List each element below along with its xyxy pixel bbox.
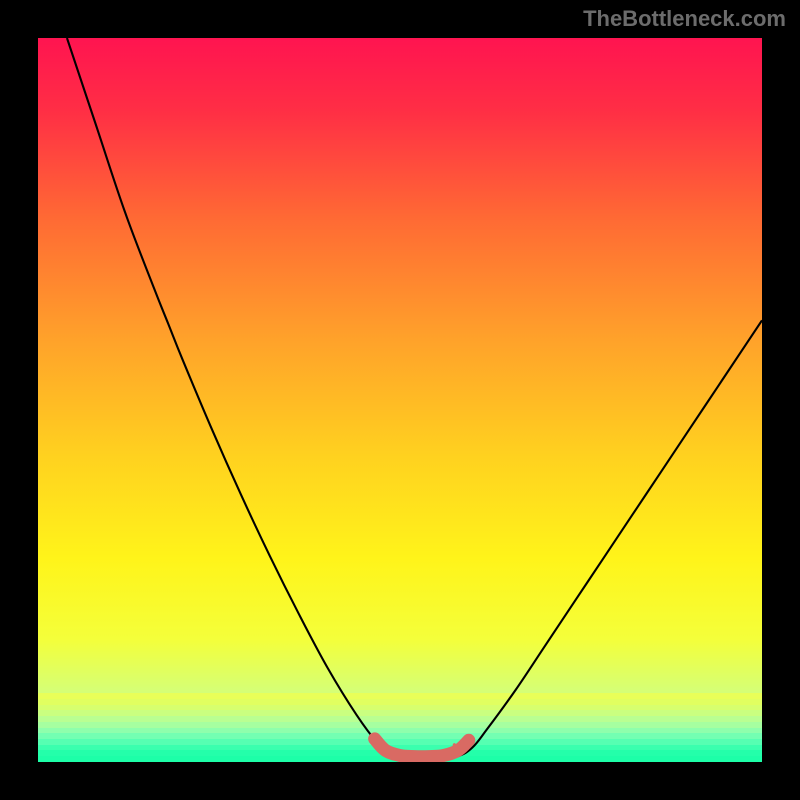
- chart-curve-line: [38, 38, 762, 762]
- curve-path: [67, 38, 762, 760]
- chart-plot-area: [38, 38, 762, 762]
- watermark-text: TheBottleneck.com: [583, 6, 786, 32]
